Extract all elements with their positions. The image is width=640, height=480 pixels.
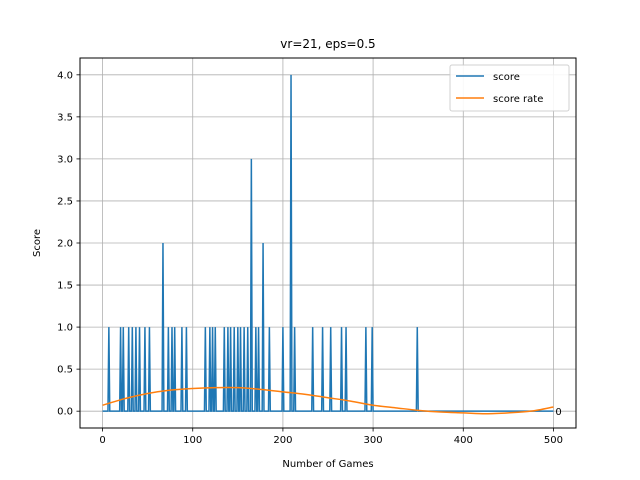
x-axis-ticks: 0 100 200 300 400 500 xyxy=(99,428,563,446)
legend-label-score-rate: score rate xyxy=(493,94,543,105)
y-tick-label: 1.0 xyxy=(57,323,73,334)
series-line-score-rate xyxy=(102,386,554,415)
x-axis-label: Number of Games xyxy=(282,459,373,470)
y-tick-label: 3.5 xyxy=(57,112,73,123)
x-tick-label: 300 xyxy=(364,435,383,446)
y-tick-label: 4.0 xyxy=(57,70,73,81)
legend-label-score: score xyxy=(493,72,520,83)
y-tick-label: 1.5 xyxy=(57,281,73,292)
y-tick-label: 0.0 xyxy=(57,407,73,418)
x-tick-label: 400 xyxy=(454,435,473,446)
end-value-annotation: 0 xyxy=(555,407,561,418)
chart-title: vr=21, eps=0.5 xyxy=(280,37,375,51)
data-series xyxy=(102,74,554,415)
y-tick-label: 2.5 xyxy=(57,196,73,207)
y-tick-label: 3.0 xyxy=(57,154,73,165)
y-tick-label: 2.0 xyxy=(57,239,73,250)
x-tick-label: 0 xyxy=(99,435,105,446)
y-tick-label: 0.5 xyxy=(57,365,73,376)
y-axis-ticks: 0.0 0.5 1.0 1.5 2.0 2.5 3.0 3.5 4.0 xyxy=(57,70,80,418)
annotations: 0 xyxy=(555,407,561,418)
series-line-score xyxy=(102,74,554,412)
legend: score score rate xyxy=(449,64,570,112)
x-tick-label: 200 xyxy=(273,435,292,446)
plot-area-frame xyxy=(79,57,577,429)
y-axis-label: Score xyxy=(32,229,43,257)
x-tick-label: 100 xyxy=(183,435,202,446)
x-tick-label: 500 xyxy=(544,435,563,446)
